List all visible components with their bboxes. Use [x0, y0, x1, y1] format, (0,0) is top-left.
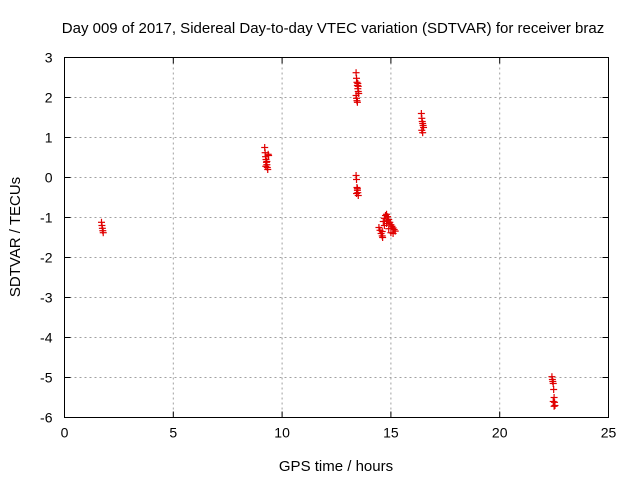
data-point [354, 82, 362, 90]
data-point [353, 98, 361, 106]
y-tick-label: -4 [40, 330, 53, 346]
data-point [99, 229, 107, 237]
y-tick-labels: -6 -5 -4 -3 -2 -1 0 1 2 3 [40, 50, 53, 426]
chart-title: Day 009 of 2017, Sidereal Day-to-day VTE… [62, 20, 604, 37]
x-tick-label: 20 [492, 425, 508, 441]
data-point [265, 152, 273, 159]
y-tick-label: -6 [40, 410, 53, 426]
data-point [389, 230, 397, 237]
grid [64, 57, 609, 418]
data-point [379, 234, 387, 241]
x-tick-label: 15 [383, 425, 399, 441]
data-point [353, 190, 361, 197]
data-points [97, 69, 559, 410]
axis-ticks [64, 57, 609, 418]
x-tick-label: 5 [169, 425, 177, 441]
y-tick-label: 0 [45, 170, 53, 186]
data-point [355, 90, 363, 97]
data-point [550, 402, 558, 410]
y-tick-label: -1 [40, 210, 53, 226]
x-tick-label: 10 [274, 425, 290, 441]
data-point [549, 398, 557, 405]
y-tick-label: -3 [40, 290, 53, 306]
data-point [263, 158, 271, 165]
data-point [353, 176, 361, 183]
data-point [419, 129, 427, 137]
plot-frame [64, 57, 609, 418]
x-tick-labels: 0 5 10 15 20 25 [61, 425, 617, 441]
data-point [384, 217, 392, 225]
data-point [390, 226, 398, 233]
data-point [353, 185, 361, 193]
data-point [262, 162, 270, 170]
y-tick-label: 3 [45, 50, 53, 66]
data-point [385, 225, 393, 233]
data-point [549, 380, 557, 387]
x-axis-label: GPS time / hours [279, 458, 393, 475]
x-tick-label: 25 [601, 425, 617, 441]
data-point [380, 222, 388, 229]
data-point [550, 386, 558, 393]
data-point [378, 228, 386, 235]
y-tick-label: 2 [45, 90, 53, 106]
y-axis-label: SDTVAR / TECUs [7, 177, 24, 297]
y-tick-label: -5 [40, 370, 53, 386]
y-tick-label: 1 [45, 130, 53, 146]
y-tick-label: -2 [40, 250, 53, 266]
data-point [551, 402, 559, 409]
x-tick-label: 0 [61, 425, 69, 441]
